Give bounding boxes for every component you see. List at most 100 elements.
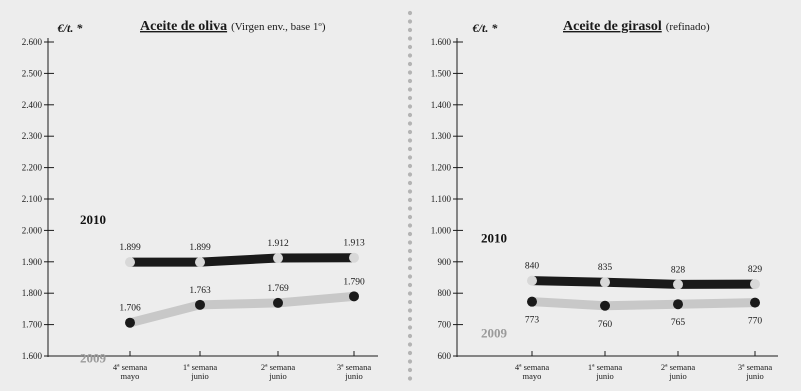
y-tick-label: 1.000 xyxy=(431,225,452,235)
x-tick-label-line2: junio xyxy=(595,371,613,381)
divider-dot xyxy=(407,27,413,33)
data-point-2010 xyxy=(349,252,359,263)
data-point-2009 xyxy=(750,297,760,308)
divider-dot xyxy=(407,325,413,330)
x-tick-label-line2: junio xyxy=(344,371,362,381)
divider-dot xyxy=(407,376,413,381)
x-tick-label: 1ª semana xyxy=(183,362,217,372)
y-tick-label: 1.100 xyxy=(431,194,452,204)
x-tick-label-line2: mayo xyxy=(523,371,542,381)
y-tick-label: 600 xyxy=(438,351,452,361)
divider-dot xyxy=(407,316,413,322)
x-tick-label-line2: junio xyxy=(745,371,763,381)
divider-dot xyxy=(407,163,413,169)
chart-subtitle: (Virgen env., base 1º) xyxy=(231,21,326,33)
chart-title: Aceite de girasol xyxy=(563,19,662,34)
divider-dot xyxy=(407,367,413,373)
divider-dot xyxy=(407,146,413,152)
divider-dot xyxy=(407,333,413,339)
data-label-2009: 1.790 xyxy=(343,277,365,287)
data-label-2010: 840 xyxy=(525,262,540,272)
data-point-2009 xyxy=(349,291,359,302)
y-tick-label: 1.900 xyxy=(22,257,43,267)
divider-dot xyxy=(407,197,413,203)
x-tick-label: 4ª semana xyxy=(113,362,147,372)
divider-dot xyxy=(407,223,413,228)
divider-dot xyxy=(407,214,413,220)
data-label-2010: 829 xyxy=(748,265,763,275)
data-point-2010 xyxy=(527,275,537,286)
x-tick-label: 4ª semana xyxy=(515,362,549,372)
data-point-2010 xyxy=(673,279,683,290)
y-tick-label: 2.400 xyxy=(22,100,43,110)
chart-panel-0: 1.600 1.700 1.800 1.900 2.000 2.100 2.200 2.300… xyxy=(22,19,378,381)
y-axis-unit-label: €/t. * xyxy=(57,21,84,35)
y-tick-label: 900 xyxy=(438,257,452,267)
divider-dot xyxy=(407,342,413,347)
y-tick-label: 2.300 xyxy=(22,131,43,141)
divider-dot xyxy=(407,104,413,109)
data-point-2010 xyxy=(195,257,205,268)
x-tick-label-line2: junio xyxy=(268,371,286,381)
y-tick-label: 1.500 xyxy=(431,68,452,78)
divider-dot xyxy=(407,240,413,245)
data-label-2009: 1.763 xyxy=(189,286,211,296)
y-axis-unit-label: €/t. * xyxy=(472,21,499,35)
data-label-2010: 1.912 xyxy=(267,239,289,249)
data-point-2010 xyxy=(273,253,283,264)
divider-dot xyxy=(407,359,413,364)
divider-dot xyxy=(407,138,413,143)
data-point-2009 xyxy=(600,300,610,311)
divider-dot xyxy=(407,308,413,313)
series-year-label: 2010 xyxy=(481,231,507,246)
y-tick-label: 2.000 xyxy=(22,225,43,235)
divider-dot xyxy=(407,265,413,271)
divider-dot xyxy=(407,172,413,177)
series-year-label: 2009 xyxy=(80,351,107,366)
x-tick-label-line2: mayo xyxy=(121,371,140,381)
series-line-2009 xyxy=(128,291,355,328)
x-tick-label: 2ª semana xyxy=(661,362,695,372)
divider-dot xyxy=(407,36,413,41)
series-line-2010 xyxy=(531,276,756,289)
data-label-2009: 773 xyxy=(525,316,540,326)
divider-dot xyxy=(407,180,413,186)
y-tick-label: 800 xyxy=(438,288,452,298)
series-line-2009 xyxy=(531,297,756,311)
x-tick-label: 3ª semana xyxy=(738,362,772,372)
divider-dot xyxy=(407,350,413,356)
data-label-2009: 770 xyxy=(748,317,763,327)
chart-panel-1: 600 700 800 900 1.000 1.100 1.200 1.300 1.400 1.5… xyxy=(431,19,778,381)
data-label-2010: 835 xyxy=(598,263,613,273)
divider-dot xyxy=(407,257,413,262)
x-tick-label: 3ª semana xyxy=(337,362,371,372)
data-point-2009 xyxy=(527,296,537,307)
divider-dot xyxy=(407,299,413,305)
divider-dot xyxy=(407,95,413,101)
y-tick-label: 700 xyxy=(438,320,452,330)
divider-dot xyxy=(407,206,413,211)
data-label-2010: 1.913 xyxy=(343,239,365,249)
data-label-2009: 1.706 xyxy=(119,304,141,314)
divider-dot xyxy=(407,248,413,254)
divider-dot xyxy=(407,155,413,160)
data-label-2010: 1.899 xyxy=(119,243,141,253)
x-tick-label: 2ª semana xyxy=(261,362,295,372)
y-tick-label: 1.700 xyxy=(22,320,43,330)
y-tick-label: 1.600 xyxy=(431,37,452,47)
data-point-2010 xyxy=(600,277,610,288)
y-tick-label: 1.800 xyxy=(22,288,43,298)
y-tick-label: 1.300 xyxy=(431,131,452,141)
y-tick-label: 1.600 xyxy=(22,351,43,361)
data-label-2009: 765 xyxy=(671,318,686,328)
divider-dot xyxy=(407,231,413,237)
y-tick-label: 2.100 xyxy=(22,194,43,204)
divider-dot xyxy=(407,282,413,288)
data-label-2009: 760 xyxy=(598,320,613,330)
data-label-2010: 828 xyxy=(671,265,686,275)
x-tick-label-line2: junio xyxy=(668,371,686,381)
chart-subtitle: (refinado) xyxy=(666,21,710,33)
divider-dot xyxy=(407,19,413,24)
divider-dot xyxy=(407,53,413,58)
data-point-2010 xyxy=(750,279,760,290)
